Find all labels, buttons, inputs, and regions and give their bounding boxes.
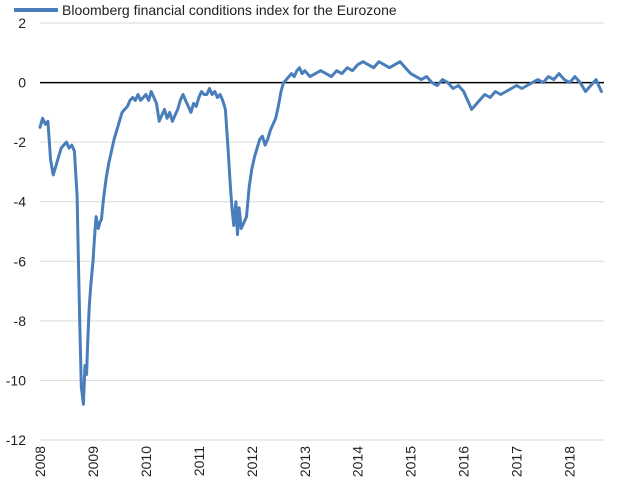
- y-tick-label: -6: [14, 253, 27, 269]
- x-tick-label: 2009: [85, 446, 101, 477]
- x-tick-label: 2012: [244, 446, 260, 477]
- x-tick-label: 2013: [297, 446, 313, 477]
- x-tick-label: 2015: [403, 446, 419, 477]
- x-tick-label: 2008: [32, 446, 48, 477]
- x-tick-label: 2017: [509, 446, 525, 477]
- y-tick-label: -2: [14, 134, 27, 150]
- legend-label: Bloomberg financial conditions index for…: [62, 2, 397, 18]
- y-tick-label: -10: [6, 372, 26, 388]
- x-tick-label: 2014: [350, 446, 366, 477]
- y-tick-label: -8: [14, 313, 27, 329]
- series-line: [38, 60, 603, 406]
- y-tick-label: 0: [18, 75, 26, 91]
- y-tick-label: -4: [14, 194, 27, 210]
- legend-swatch-line: [14, 8, 58, 12]
- y-tick-label: 2: [18, 15, 26, 31]
- x-tick-label: 2016: [456, 446, 472, 477]
- x-tick-label: 2010: [138, 446, 154, 477]
- x-tick-label: 2018: [562, 446, 578, 477]
- x-tick-label: 2011: [191, 446, 207, 476]
- y-tick-label: -12: [6, 432, 26, 448]
- chart-legend: Bloomberg financial conditions index for…: [14, 2, 397, 18]
